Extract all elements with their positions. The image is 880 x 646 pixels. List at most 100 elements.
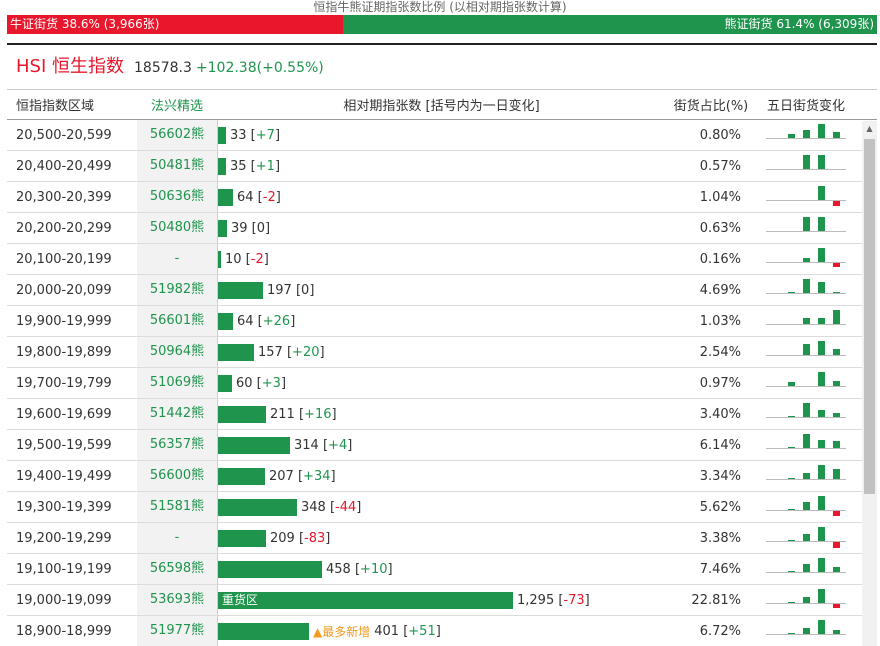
spark-bar [803, 473, 810, 479]
index-name[interactable]: HSI 恒生指数 [16, 56, 124, 77]
table-row: 19,900-19,999 56601熊 64 [+26] 1.03% [7, 306, 877, 337]
count-text: 39 [0] [231, 220, 271, 236]
spark-bar [833, 542, 840, 548]
range-cell: 19,200-19,299 [16, 530, 112, 546]
spark-baseline [766, 386, 846, 387]
five-day-sparkline [766, 558, 846, 580]
pick-cell[interactable]: 50964熊 [137, 337, 217, 367]
spark-bar [788, 478, 795, 479]
spark-bar [818, 217, 825, 231]
pct-cell: 1.03% [699, 313, 741, 329]
spark-bar [833, 263, 840, 267]
count-text: 64 [-2] [237, 189, 281, 205]
spark-cell [756, 558, 856, 580]
daily-change: +10 [360, 561, 388, 577]
pick-cell[interactable]: 50636熊 [137, 182, 217, 212]
table-row: 20,100-20,199 -10 [-2] 0.16% [7, 244, 877, 275]
spark-bar [818, 248, 825, 262]
count-bar-cell: 35 [+1] [217, 151, 666, 181]
table-row: 19,100-19,199 56598熊 458 [+10] 7.46% [7, 554, 877, 585]
count-value: 458 [326, 561, 351, 577]
pct-cell: 0.80% [699, 127, 741, 143]
five-day-sparkline [766, 527, 846, 549]
spark-baseline [766, 324, 846, 325]
pick-cell[interactable]: 51442熊 [137, 399, 217, 429]
count-bar [218, 498, 297, 516]
spark-cell [756, 372, 856, 394]
spark-cell [756, 341, 856, 363]
spark-bar [818, 124, 825, 138]
count-bar [218, 188, 233, 206]
pick-cell[interactable]: 51977熊 [137, 616, 217, 646]
range-cell: 20,500-20,599 [16, 127, 112, 143]
spark-baseline [766, 603, 846, 604]
spark-baseline [766, 541, 846, 542]
pick-cell[interactable]: 50480熊 [137, 213, 217, 243]
vertical-scrollbar[interactable]: ▲ [862, 121, 877, 646]
heavy-zone-label: 重货区 [222, 592, 259, 607]
pick-cell[interactable]: 53693熊 [137, 585, 217, 615]
table-header: 恒指指数区域 法兴精选 相对期指张数 [括号内为一日变化] 街货占比(%) 五日… [7, 89, 877, 120]
daily-change: -2 [262, 189, 276, 205]
pick-cell: - [137, 244, 217, 274]
spark-baseline [766, 417, 846, 418]
pick-cell[interactable]: 51982熊 [137, 275, 217, 305]
bear-ratio-label: 熊证街货 61.4% (6,309张) [724, 17, 874, 31]
count-bar [218, 126, 226, 144]
pick-cell[interactable]: 56602熊 [137, 120, 217, 150]
spark-bar [803, 258, 810, 262]
spark-cell [756, 496, 856, 518]
count-bar-cell: 314 [+4] [217, 430, 666, 460]
divider [7, 43, 877, 45]
range-cell: 19,000-19,099 [16, 592, 112, 608]
count-bar-cell: 重货区 1,295 [-73] [217, 585, 666, 615]
five-day-sparkline [766, 186, 846, 208]
header-pct: 街货占比(%) [673, 99, 749, 114]
pct-cell: 1.04% [699, 189, 741, 205]
count-text: 207 [+34] [269, 468, 336, 484]
spark-bar [803, 564, 810, 572]
spark-bar [833, 441, 840, 448]
five-day-sparkline [766, 434, 846, 456]
daily-change: +3 [261, 375, 281, 391]
daily-change: +16 [304, 406, 332, 422]
pick-cell[interactable]: 51069熊 [137, 368, 217, 398]
pick-cell[interactable]: 56600熊 [137, 461, 217, 491]
spark-cell [756, 124, 856, 146]
spark-cell [756, 155, 856, 177]
table-row: 20,300-20,399 50636熊 64 [-2] 1.04% [7, 182, 877, 213]
spark-bar [803, 534, 810, 541]
count-bar-cell: 33 [+7] [217, 120, 666, 150]
pct-cell: 3.38% [699, 530, 741, 546]
pick-cell[interactable]: 51581熊 [137, 492, 217, 522]
count-bar [218, 467, 265, 485]
count-bar [218, 343, 254, 361]
range-cell: 19,100-19,199 [16, 561, 112, 577]
spark-baseline [766, 231, 846, 232]
scroll-up-icon[interactable]: ▲ [866, 124, 873, 133]
pct-cell: 4.69% [699, 282, 741, 298]
spark-bar [833, 567, 840, 572]
pick-cell[interactable]: 50481熊 [137, 151, 217, 181]
spark-bar [788, 292, 795, 293]
count-bar-cell: 10 [-2] [217, 244, 666, 274]
spark-bar [833, 381, 840, 386]
spark-baseline [766, 572, 846, 573]
pick-cell[interactable]: 56601熊 [137, 306, 217, 336]
spark-cell [756, 527, 856, 549]
count-bar-cell: 209 [-83] [217, 523, 666, 553]
daily-change: -44 [335, 499, 357, 515]
table-row: 20,400-20,499 50481熊 35 [+1] 0.57% [7, 151, 877, 182]
pick-cell[interactable]: 56357熊 [137, 430, 217, 460]
spark-baseline [766, 448, 846, 449]
daily-change: -73 [563, 592, 585, 608]
scrollbar-thumb[interactable] [864, 139, 875, 494]
pick-cell[interactable]: 56598熊 [137, 554, 217, 584]
spark-bar [803, 344, 810, 355]
table-row: 19,200-19,299 - 209 [-83] 3.38% [7, 523, 877, 554]
spark-bar [788, 416, 795, 417]
spark-bar [818, 620, 825, 634]
count-text: 33 [+7] [230, 127, 281, 143]
count-text: 60 [+3] [236, 375, 287, 391]
spark-cell [756, 310, 856, 332]
